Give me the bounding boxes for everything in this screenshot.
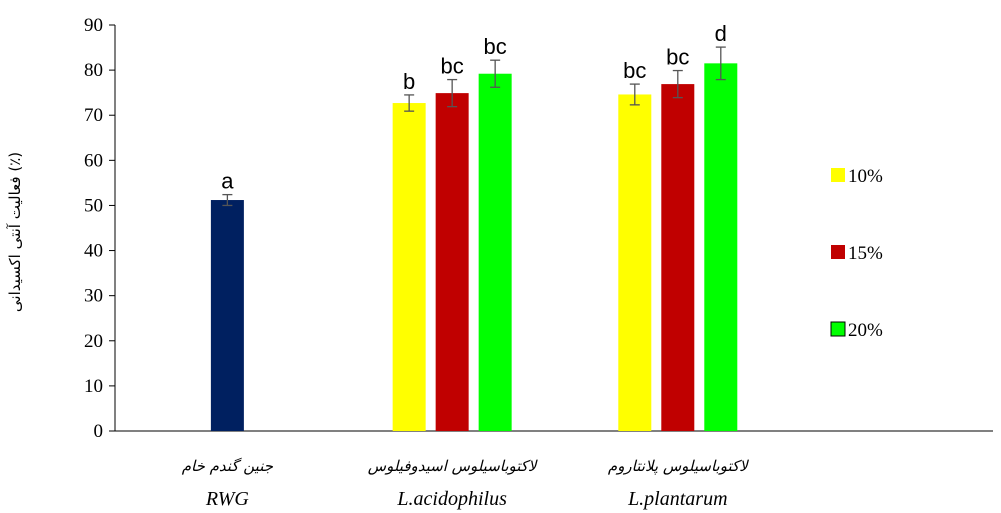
category-label-fa: لاکتوباسیلوس اسیدوفیلوس (368, 457, 538, 475)
y-tick-label: 10 (84, 376, 103, 397)
bar (435, 93, 469, 432)
y-tick-label: 70 (84, 105, 103, 126)
bar-significance-label: d (715, 21, 727, 46)
bar-significance-label: bc (623, 58, 646, 83)
bar (210, 200, 244, 431)
y-tick-label: 30 (84, 286, 103, 307)
legend-swatch (831, 168, 845, 182)
bar-significance-label: bc (441, 54, 464, 79)
y-tick-label: 40 (84, 241, 103, 262)
bar (661, 84, 695, 432)
category-labels: جنین گندم خام RWG لاکتوباسیلوس اسیدوفیلوس L… (182, 457, 749, 510)
legend-swatch (831, 245, 845, 259)
y-tick-label: 50 (84, 195, 103, 216)
legend-label: 10% (848, 166, 883, 187)
category-label-fa: لاکتوباسیلوس پلانتاروم (608, 457, 749, 475)
y-axis-label: فعالیت آنتی اکسیدانی (٪) (6, 152, 24, 312)
category-label-en: RWG (205, 488, 250, 510)
bar (478, 73, 512, 431)
legend-label: 15% (848, 243, 883, 264)
bar-significance-label: b (403, 69, 415, 94)
y-tick-label: 90 (84, 15, 103, 36)
bar-significance-label: a (221, 169, 234, 194)
category-label-fa: جنین گندم خام (182, 457, 274, 475)
category-label-en: L.plantarum (627, 488, 727, 510)
y-tick-label: 80 (84, 60, 103, 81)
bar-significance-label: bc (484, 34, 507, 59)
category-label-en: L.acidophilus (396, 488, 507, 510)
bar (392, 103, 426, 431)
bar (618, 94, 652, 432)
y-tick-label: 60 (84, 150, 103, 171)
legend-label: 20% (848, 320, 883, 341)
y-axis: 0 10 20 30 40 50 60 70 80 90 (84, 15, 116, 442)
y-tick-label: 0 (94, 421, 104, 442)
bar-significance-label: bc (666, 45, 689, 70)
y-tick-label: 20 (84, 331, 103, 352)
error-bars (222, 46, 726, 207)
legend: 10% 15% 20% (830, 166, 883, 341)
legend-swatch (830, 321, 846, 337)
bar (704, 63, 738, 431)
bars (210, 63, 738, 432)
